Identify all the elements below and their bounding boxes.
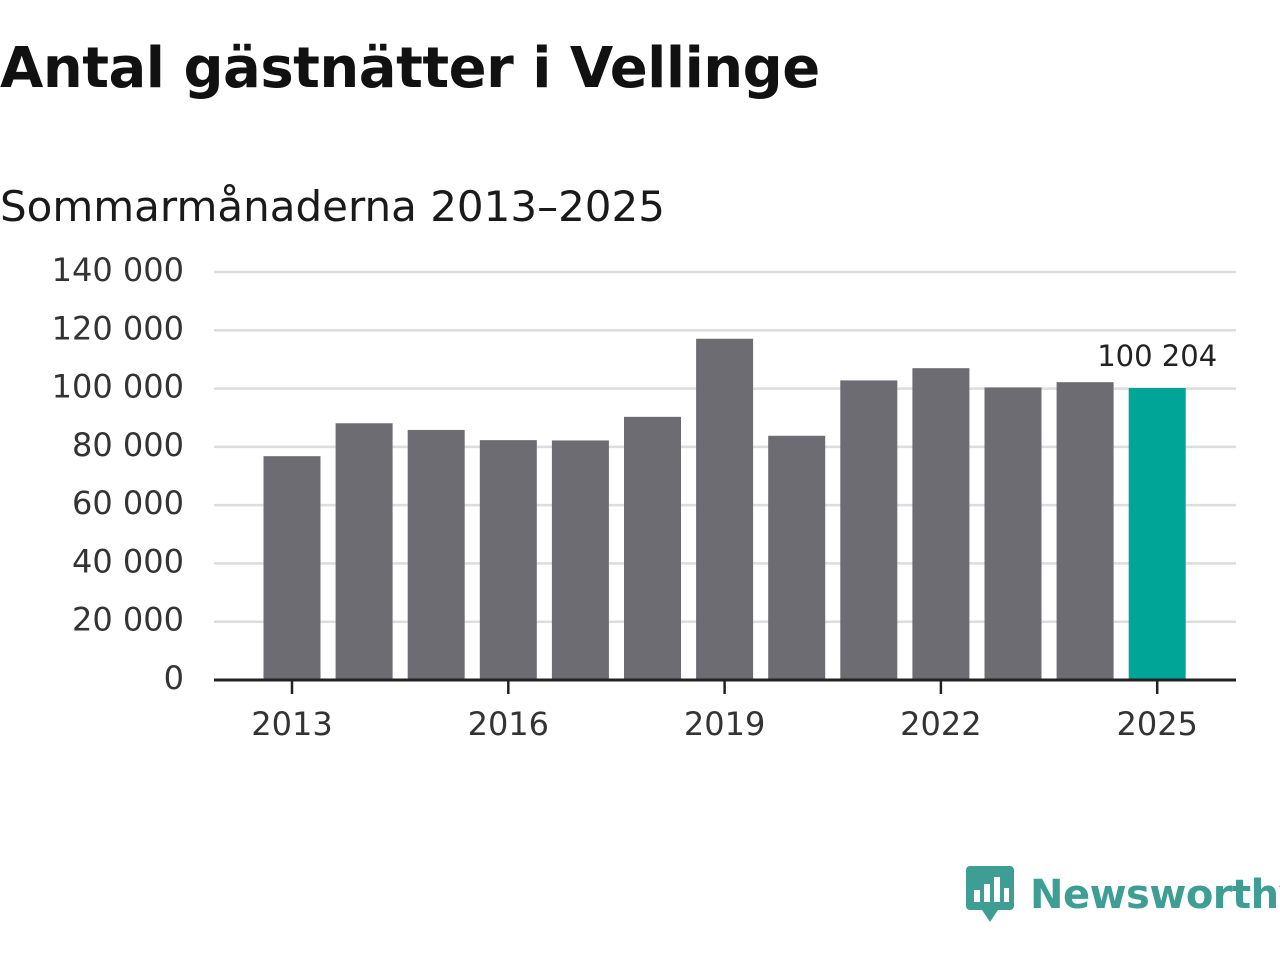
bar — [407, 429, 465, 680]
bar — [984, 387, 1042, 680]
chart-title: Antal gästnätter i Vellinge — [0, 36, 820, 101]
y-tick-label: 120 000 — [52, 309, 184, 347]
bar — [551, 440, 609, 680]
y-tick-label: 60 000 — [72, 484, 184, 522]
data-label-2025: 100 204 — [1097, 339, 1217, 373]
bar-chart: 0 20 000 40 000 60 000 80 000 100 000 120 000 1… — [52, 251, 1236, 743]
newsworthy-logo: Newsworthy — [964, 864, 1280, 926]
y-tick-label: 100 000 — [52, 368, 184, 406]
bar — [624, 416, 681, 680]
bar — [912, 368, 970, 680]
chart-subtitle: Sommarmånaderna 2013–2025 — [0, 182, 665, 231]
bar — [335, 423, 393, 680]
bar — [263, 456, 321, 680]
bar — [840, 380, 898, 680]
x-tick-label: 2022 — [900, 705, 981, 743]
brand-name: Newsworthy — [1030, 872, 1280, 918]
y-tick-label: 140 000 — [52, 251, 184, 289]
x-tick-label: 2013 — [251, 705, 332, 743]
bar — [479, 440, 537, 680]
x-tick-label: 2016 — [468, 705, 549, 743]
bar — [696, 338, 754, 680]
bar — [1056, 382, 1114, 680]
x-tick-label: 2025 — [1116, 705, 1197, 743]
bar-highlight — [1128, 387, 1186, 680]
bar — [768, 435, 826, 680]
x-tick-label: 2019 — [684, 705, 765, 743]
y-tick-label: 20 000 — [72, 601, 184, 639]
y-tick-label: 40 000 — [72, 542, 184, 580]
y-tick-label: 0 — [164, 659, 184, 697]
y-tick-label: 80 000 — [72, 426, 184, 464]
newsworthy-logo-icon — [966, 866, 1014, 922]
